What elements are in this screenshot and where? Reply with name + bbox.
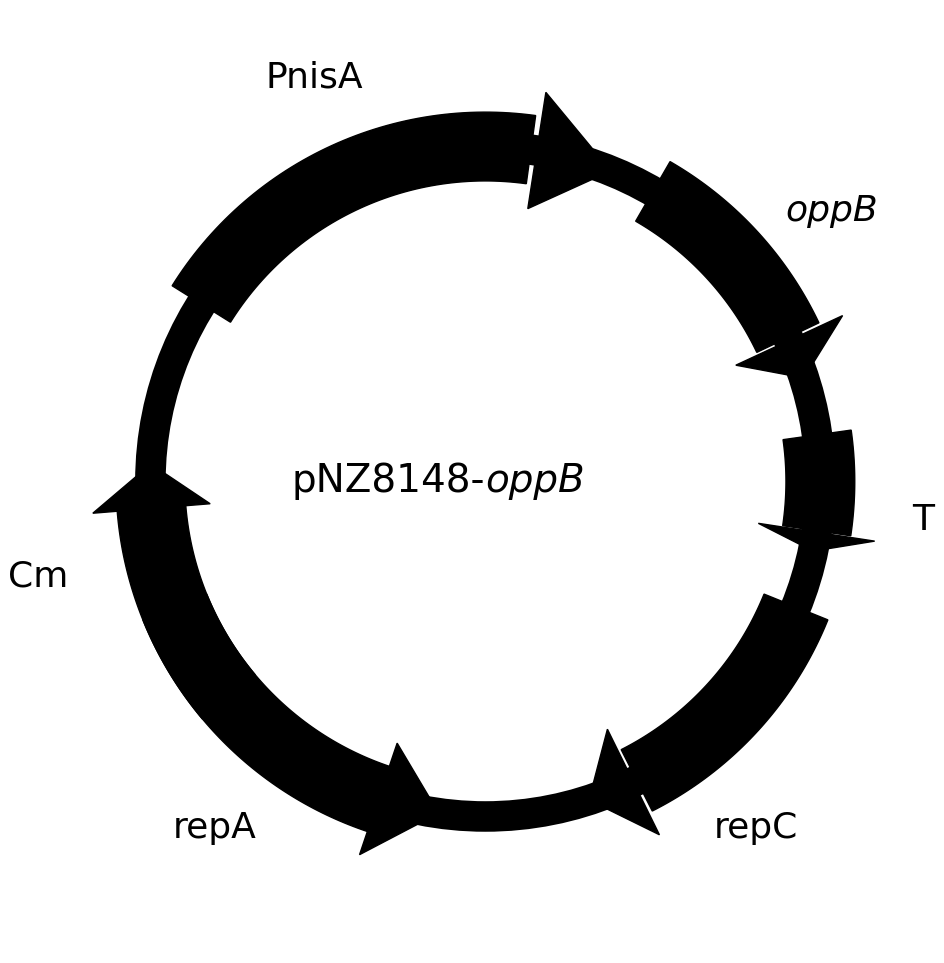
Polygon shape [117, 506, 255, 719]
Text: oppB: oppB [485, 462, 584, 501]
Text: T: T [911, 503, 933, 536]
Polygon shape [528, 92, 610, 209]
Polygon shape [588, 729, 659, 835]
Text: pNZ8148-: pNZ8148- [292, 462, 485, 501]
Polygon shape [93, 464, 210, 513]
Polygon shape [620, 594, 827, 811]
Text: repC: repC [713, 811, 797, 845]
Text: repA: repA [173, 811, 257, 845]
Polygon shape [782, 430, 854, 535]
Polygon shape [172, 112, 535, 323]
Text: oppB: oppB [784, 195, 877, 228]
Polygon shape [143, 594, 389, 831]
Polygon shape [757, 523, 874, 551]
Text: Cm: Cm [8, 560, 68, 593]
Polygon shape [735, 316, 842, 378]
Text: PnisA: PnisA [264, 61, 362, 94]
Polygon shape [635, 162, 818, 352]
Polygon shape [359, 743, 438, 855]
